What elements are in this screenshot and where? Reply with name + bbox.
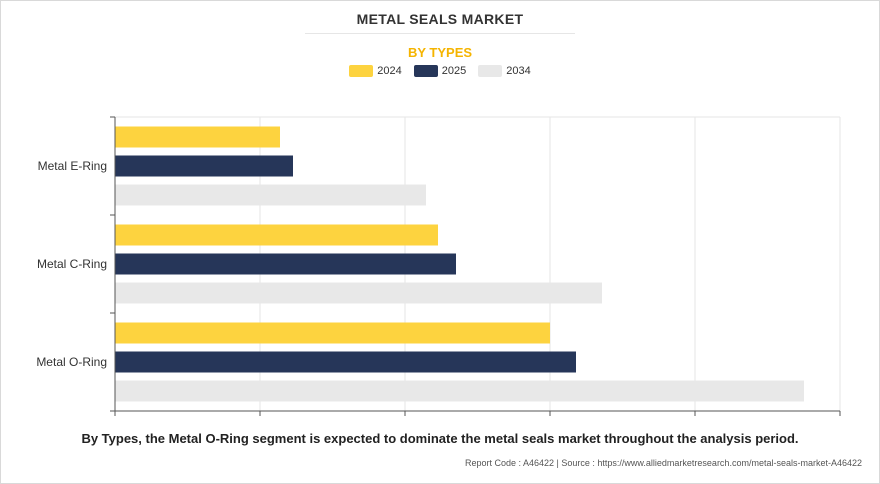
bar-2034-metal-e-ring <box>115 184 426 206</box>
legend-item-2025[interactable]: 2025 <box>413 65 467 77</box>
bar-2024-metal-c-ring <box>115 224 438 246</box>
bar-2034-metal-c-ring <box>115 282 602 304</box>
legend-label-2034: 2034 <box>506 65 531 77</box>
y-axis-label: Metal E-Ring <box>38 159 107 173</box>
bar-2025-metal-c-ring <box>115 253 456 275</box>
bar-2025-metal-e-ring <box>115 155 293 177</box>
bar-2034-metal-o-ring <box>115 380 804 402</box>
chart-subtitle: BY TYPES <box>407 45 473 60</box>
legend: 2024 2025 2034 <box>0 65 880 77</box>
chart-title: METAL SEALS MARKET <box>356 11 524 27</box>
legend-swatch-2025 <box>413 65 438 77</box>
legend-label-2025: 2025 <box>441 65 467 77</box>
legend-item-2034[interactable]: 2034 <box>478 65 531 77</box>
legend-swatch-2024 <box>349 65 374 77</box>
chart-footnote: By Types, the Metal O-Ring segment is ex… <box>81 431 799 446</box>
bar-2024-metal-o-ring <box>115 322 550 344</box>
title-divider <box>305 33 575 34</box>
legend-swatch-2034 <box>478 65 503 77</box>
bar-2024-metal-e-ring <box>115 126 280 148</box>
legend-item-2024[interactable]: 2024 <box>349 65 402 77</box>
bar-2025-metal-o-ring <box>115 351 576 373</box>
source-note: Report Code : A46422 | Source : https://… <box>464 458 862 468</box>
y-axis-label: Metal O-Ring <box>36 355 107 369</box>
legend-label-2024: 2024 <box>377 65 402 77</box>
y-axis-label: Metal C-Ring <box>37 257 107 271</box>
